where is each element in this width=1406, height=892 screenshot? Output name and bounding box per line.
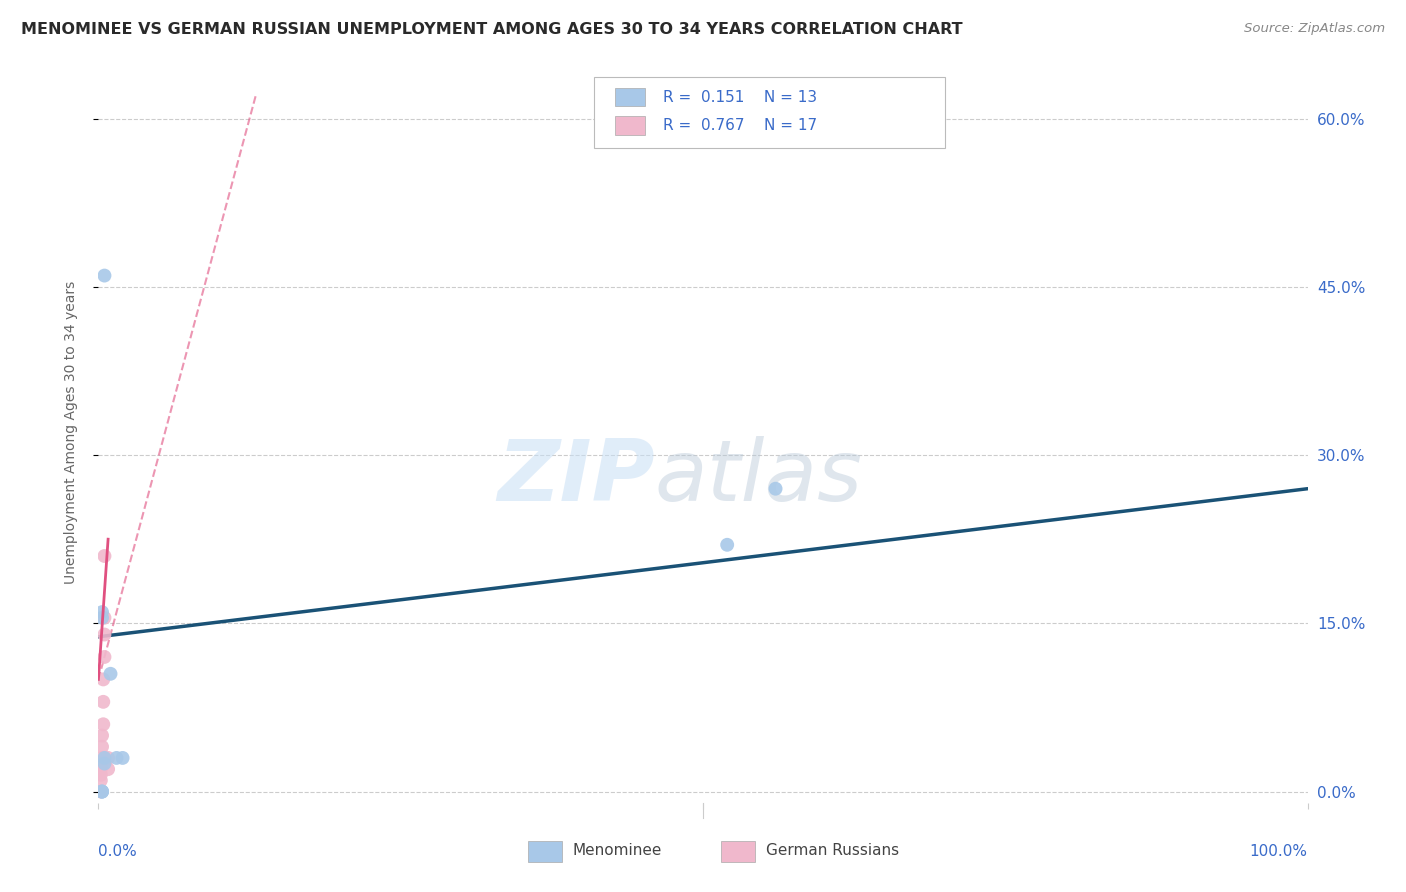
Point	[91, 729, 114, 743]
Point	[93, 650, 115, 665]
Point	[765, 482, 787, 496]
Bar	[614, 88, 645, 106]
Point	[91, 751, 114, 765]
Point	[90, 768, 112, 782]
Point	[93, 756, 115, 771]
Point	[90, 762, 112, 776]
Point	[91, 784, 114, 798]
Point	[91, 739, 114, 754]
Point	[90, 756, 112, 771]
Point	[93, 268, 115, 283]
Point	[91, 784, 114, 798]
Text: 0.0%: 0.0%	[98, 844, 138, 858]
Point	[90, 784, 112, 798]
Point	[91, 673, 114, 687]
Text: German Russians: German Russians	[766, 844, 898, 858]
Point	[100, 666, 122, 681]
FancyBboxPatch shape	[595, 78, 945, 147]
Bar	[721, 841, 755, 862]
Text: Menominee: Menominee	[572, 844, 662, 858]
Point	[91, 695, 114, 709]
Point	[97, 751, 120, 765]
Point	[93, 549, 115, 563]
Text: Source: ZipAtlas.com: Source: ZipAtlas.com	[1244, 22, 1385, 36]
Text: atlas: atlas	[655, 435, 863, 518]
Text: MENOMINEE VS GERMAN RUSSIAN UNEMPLOYMENT AMONG AGES 30 TO 34 YEARS CORRELATION C: MENOMINEE VS GERMAN RUSSIAN UNEMPLOYMENT…	[21, 22, 963, 37]
Point	[97, 762, 120, 776]
Point	[111, 751, 134, 765]
Point	[90, 773, 112, 788]
Bar	[614, 116, 645, 135]
Bar	[527, 841, 561, 862]
Point	[91, 717, 114, 731]
Text: R =  0.767    N = 17: R = 0.767 N = 17	[664, 118, 817, 133]
Y-axis label: Unemployment Among Ages 30 to 34 years: Unemployment Among Ages 30 to 34 years	[63, 281, 77, 584]
Text: ZIP: ZIP	[496, 435, 655, 518]
Point	[93, 610, 115, 624]
Point	[91, 605, 114, 619]
Point	[716, 538, 738, 552]
Point	[93, 627, 115, 641]
Point	[105, 751, 128, 765]
Point	[93, 751, 115, 765]
Point	[91, 610, 114, 624]
Text: 100.0%: 100.0%	[1250, 844, 1308, 858]
Point	[91, 784, 114, 798]
Text: R =  0.151    N = 13: R = 0.151 N = 13	[664, 90, 817, 104]
